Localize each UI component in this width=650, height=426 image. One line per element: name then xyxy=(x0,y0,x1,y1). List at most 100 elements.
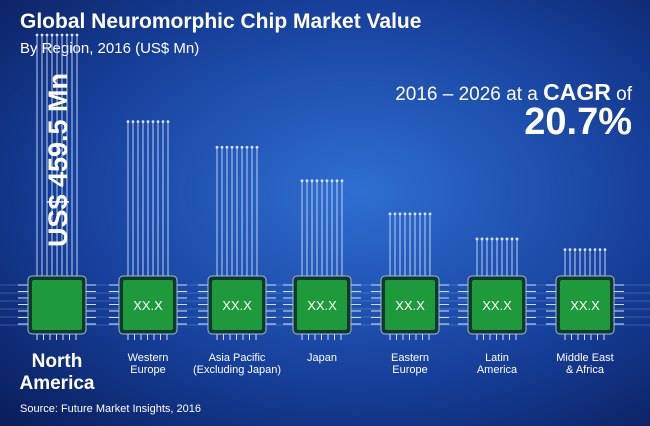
wire-end xyxy=(161,120,165,124)
wire-end xyxy=(65,33,69,37)
category-label: (Excluding Japan) xyxy=(193,364,281,376)
chip xyxy=(297,280,347,330)
wire-end xyxy=(335,179,339,183)
wire-end xyxy=(315,179,319,183)
wire-bundle xyxy=(35,33,79,280)
wire-end xyxy=(408,212,412,216)
wire-end xyxy=(55,33,59,37)
value-label: XX.X xyxy=(395,298,425,313)
cagr-line: 2016 – 2026 at a CAGR of xyxy=(395,79,633,105)
wire-end xyxy=(568,248,572,252)
chip xyxy=(212,280,262,330)
chart-subtitle: By Region, 2016 (US$ Mn) xyxy=(20,40,199,57)
wire-end xyxy=(240,145,244,149)
wire-end xyxy=(245,145,249,149)
wire-end xyxy=(141,120,145,124)
wire-end xyxy=(413,212,417,216)
wire-end xyxy=(230,145,234,149)
chip xyxy=(32,280,82,330)
wire-end xyxy=(45,33,49,37)
wire-end xyxy=(573,248,577,252)
chip xyxy=(123,280,173,330)
wire-end xyxy=(388,212,392,216)
wire-end xyxy=(320,179,324,183)
wire-bundle xyxy=(388,212,432,280)
wire-end xyxy=(340,179,344,183)
chip xyxy=(472,280,522,330)
wire-end xyxy=(563,248,567,252)
wire-end xyxy=(403,212,407,216)
wire-end xyxy=(146,120,150,124)
chart-title: Global Neuromorphic Chip Market Value xyxy=(20,10,421,33)
cagr-value: 20.7% xyxy=(524,101,632,143)
wire-end xyxy=(310,179,314,183)
value-label: XX.X xyxy=(570,298,600,313)
wire-end xyxy=(485,237,489,241)
value-label: XX.X xyxy=(133,298,163,313)
wire-end xyxy=(393,212,397,216)
category-label: Middle East xyxy=(556,352,613,364)
wire-end xyxy=(126,120,130,124)
wire-end xyxy=(505,237,509,241)
wire-end xyxy=(131,120,135,124)
wire-end xyxy=(40,33,44,37)
cagr-prefix: 2016 – 2026 at a xyxy=(395,84,538,105)
wire-bundle xyxy=(475,237,519,280)
category-label: Europe xyxy=(392,364,427,376)
wire-end xyxy=(603,248,607,252)
wire-end xyxy=(475,237,479,241)
wire-end xyxy=(428,212,432,216)
wire-bundle xyxy=(563,248,607,280)
source: Source: Future Market Insights, 2016 xyxy=(20,403,201,415)
wire-end xyxy=(588,248,592,252)
wire-end xyxy=(418,212,422,216)
wire-end xyxy=(35,33,39,37)
wire-end xyxy=(495,237,499,241)
wire-end xyxy=(166,120,170,124)
chip xyxy=(385,280,435,330)
wire-end xyxy=(398,212,402,216)
wire-end xyxy=(75,33,79,37)
wire-end xyxy=(220,145,224,149)
wire-end xyxy=(305,179,309,183)
wire-end xyxy=(255,145,259,149)
wire-bundle xyxy=(215,145,259,280)
wire-end xyxy=(136,120,140,124)
wire-end xyxy=(578,248,582,252)
value-label: XX.X xyxy=(222,298,252,313)
wire-end xyxy=(235,145,239,149)
category-label: America xyxy=(477,364,518,376)
wire-end xyxy=(325,179,329,183)
value-label: US$ 459.5 Mn xyxy=(43,73,73,247)
wire-end xyxy=(490,237,494,241)
wire-bundle xyxy=(300,179,344,280)
wire-end xyxy=(250,145,254,149)
wire-end xyxy=(598,248,602,252)
wire-end xyxy=(515,237,519,241)
wire-end xyxy=(583,248,587,252)
wire-end xyxy=(70,33,74,37)
category-label: Eastern xyxy=(391,352,429,364)
wire-end xyxy=(480,237,484,241)
wire-end xyxy=(500,237,504,241)
wire-end xyxy=(60,33,64,37)
category-label: North xyxy=(32,351,83,372)
wire-end xyxy=(300,179,304,183)
category-label: America xyxy=(20,373,95,394)
wire-end xyxy=(330,179,334,183)
wire-end xyxy=(593,248,597,252)
wire-end xyxy=(510,237,514,241)
category-label: Latin xyxy=(485,352,509,364)
wire-end xyxy=(225,145,229,149)
wire-end xyxy=(215,145,219,149)
wire-end xyxy=(151,120,155,124)
wire-bundle xyxy=(126,120,170,280)
wire-end xyxy=(423,212,427,216)
chip xyxy=(560,280,610,330)
category-label: Europe xyxy=(130,364,165,376)
category-label: Japan xyxy=(307,352,337,364)
cagr-word: CAGR xyxy=(543,79,611,105)
value-label: XX.X xyxy=(482,298,512,313)
